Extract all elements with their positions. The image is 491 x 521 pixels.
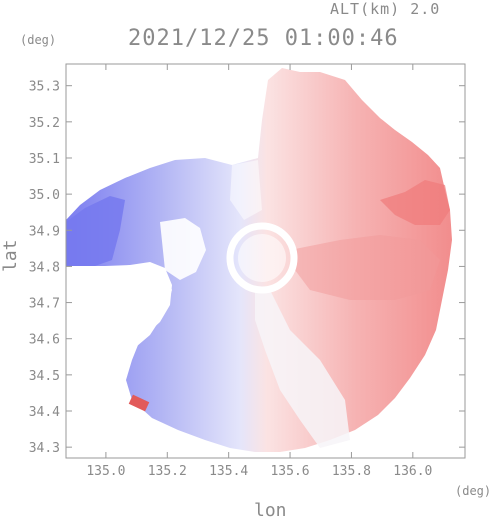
echo-strong-approach bbox=[66, 196, 125, 266]
echo-gap-north bbox=[230, 160, 262, 220]
echo-zero-line bbox=[255, 290, 350, 448]
lon-tick-label: 135.6 bbox=[270, 464, 309, 479]
lon-tick-label: 135.4 bbox=[209, 464, 248, 479]
lon-tick-label: 136.0 bbox=[393, 464, 432, 479]
x-axis-label: lon bbox=[254, 500, 287, 521]
radar-center-hole bbox=[238, 234, 286, 282]
radar-echo-field bbox=[66, 68, 452, 452]
lat-tick-label: 34.5 bbox=[29, 369, 60, 384]
lat-ticks: 35.3 35.2 35.1 35.0 34.9 34.8 34.7 34.6 34.5 34.4… bbox=[29, 80, 465, 456]
lat-tick-label: 35.3 bbox=[29, 80, 60, 95]
altitude-label: ALT(km) 2.0 bbox=[330, 0, 441, 18]
lon-tick-label: 135.2 bbox=[148, 464, 187, 479]
echo-strong-recede-2 bbox=[290, 235, 440, 300]
lat-tick-label: 34.8 bbox=[29, 260, 60, 275]
radar-center-ring bbox=[226, 222, 298, 294]
lon-ticks: 135.0 135.2 135.4 135.6 135.8 136.0 bbox=[86, 64, 432, 479]
lat-tick-label: 34.4 bbox=[29, 405, 60, 420]
lat-tick-label: 34.9 bbox=[29, 224, 60, 239]
lat-tick-label: 34.3 bbox=[29, 441, 60, 456]
y-axis-unit: (deg) bbox=[20, 33, 57, 47]
lat-tick-label: 35.1 bbox=[29, 152, 60, 167]
plot-frame bbox=[65, 63, 466, 459]
lat-tick-label: 35.0 bbox=[29, 188, 60, 203]
timestamp-title: 2021/12/25 01:00:46 bbox=[128, 26, 399, 51]
echo-gap-middle bbox=[160, 218, 206, 280]
lat-tick-label: 34.7 bbox=[29, 297, 60, 312]
x-axis-unit: (deg) bbox=[455, 484, 491, 498]
lon-tick-label: 135.0 bbox=[86, 464, 125, 479]
lat-tick-label: 35.2 bbox=[29, 116, 60, 131]
echo-strong-recede bbox=[380, 180, 450, 225]
lat-tick-label: 34.6 bbox=[29, 333, 60, 348]
lon-tick-label: 135.8 bbox=[332, 464, 371, 479]
echo-hotspot bbox=[128, 394, 150, 412]
echo-gap-left bbox=[66, 264, 172, 360]
